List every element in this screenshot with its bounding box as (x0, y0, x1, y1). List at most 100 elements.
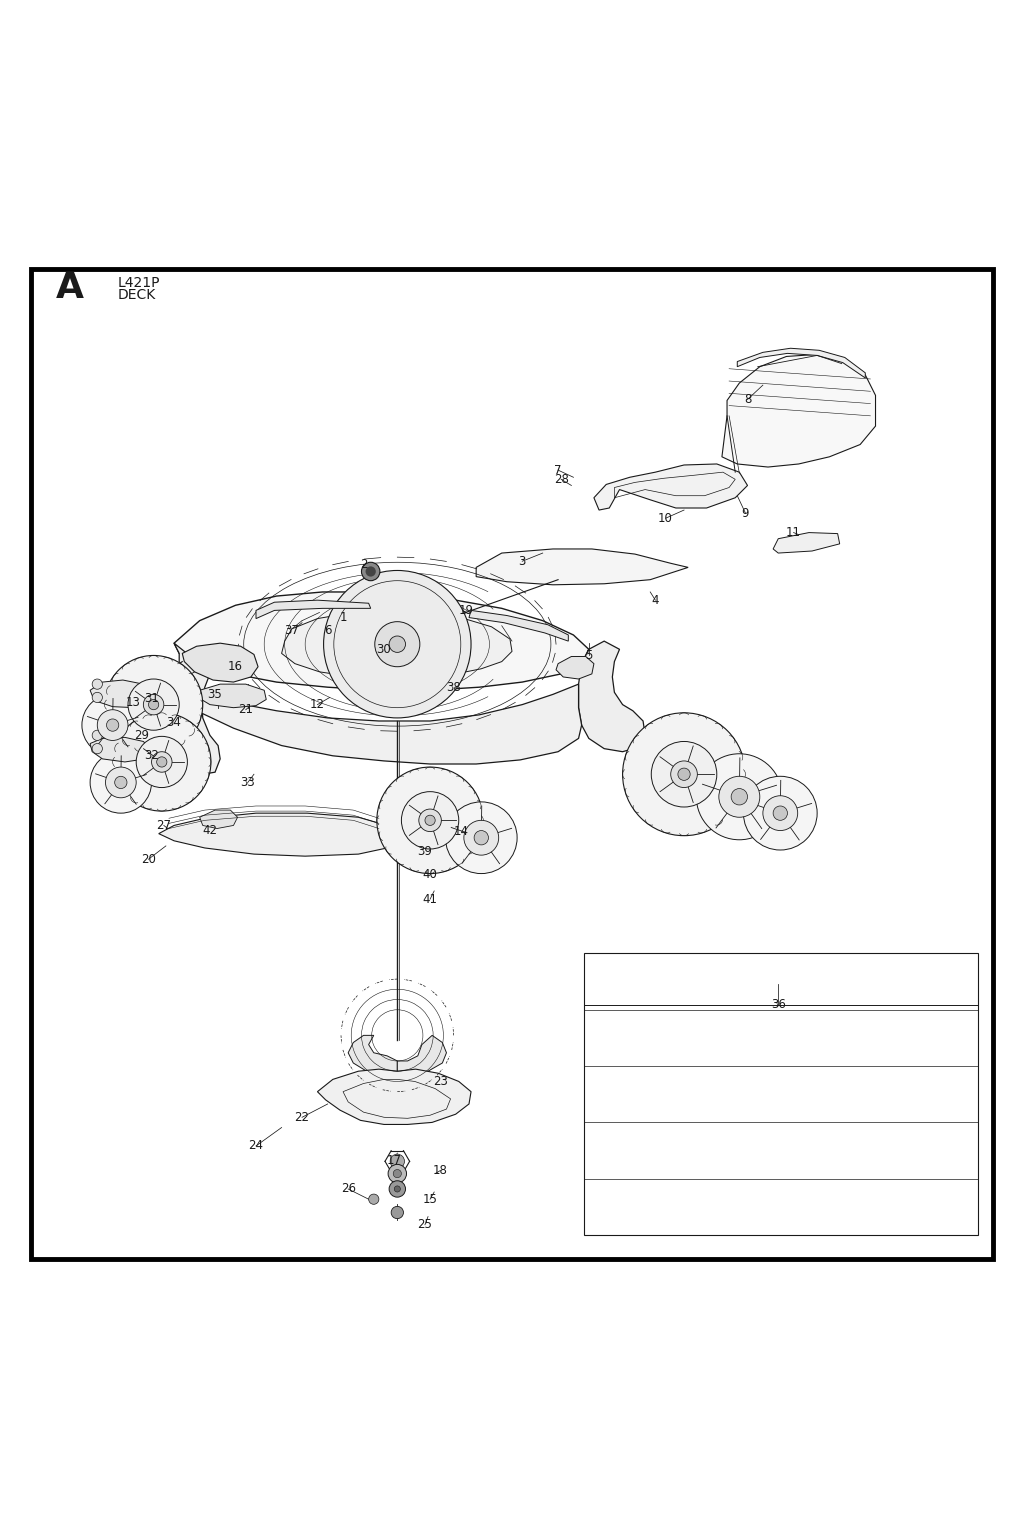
Polygon shape (737, 348, 865, 377)
Circle shape (719, 776, 760, 817)
Text: 9: 9 (741, 507, 750, 520)
Circle shape (105, 767, 136, 798)
Circle shape (389, 1181, 406, 1196)
Polygon shape (200, 810, 238, 828)
Circle shape (388, 1164, 407, 1183)
Text: 37: 37 (285, 625, 299, 637)
Text: 41: 41 (423, 892, 437, 906)
Polygon shape (282, 610, 512, 678)
Circle shape (773, 805, 787, 821)
Circle shape (113, 712, 211, 811)
Polygon shape (773, 533, 840, 553)
Circle shape (92, 678, 102, 689)
Text: 3: 3 (518, 555, 526, 568)
Circle shape (82, 694, 143, 756)
Polygon shape (174, 591, 589, 691)
Text: 30: 30 (377, 643, 391, 656)
Polygon shape (594, 465, 748, 510)
Polygon shape (722, 354, 876, 468)
Polygon shape (90, 738, 152, 762)
Polygon shape (200, 685, 266, 707)
Text: 33: 33 (241, 776, 255, 788)
Text: 23: 23 (433, 1074, 447, 1088)
Text: 1: 1 (339, 611, 347, 623)
Circle shape (136, 736, 187, 787)
Polygon shape (469, 610, 568, 642)
Circle shape (401, 792, 459, 850)
Circle shape (474, 831, 488, 845)
Text: 15: 15 (423, 1193, 437, 1206)
Polygon shape (182, 643, 258, 681)
Circle shape (92, 692, 102, 703)
Circle shape (106, 720, 119, 732)
Circle shape (143, 694, 164, 715)
Text: 27: 27 (157, 819, 171, 831)
Circle shape (696, 753, 782, 840)
Circle shape (763, 796, 798, 831)
Text: 4: 4 (651, 594, 659, 607)
Circle shape (92, 730, 102, 741)
Circle shape (377, 767, 483, 874)
Text: 42: 42 (203, 824, 217, 837)
Circle shape (394, 1186, 400, 1192)
Text: 35: 35 (208, 688, 222, 701)
Text: 31: 31 (144, 692, 159, 704)
Circle shape (152, 752, 172, 772)
Text: 12: 12 (310, 698, 325, 711)
Text: 28: 28 (554, 472, 568, 486)
Polygon shape (556, 657, 594, 678)
Polygon shape (256, 601, 371, 619)
Polygon shape (397, 1036, 446, 1073)
Circle shape (464, 821, 499, 856)
Text: 34: 34 (167, 715, 181, 729)
Text: 18: 18 (433, 1164, 447, 1177)
Text: 14: 14 (454, 825, 468, 837)
Circle shape (324, 570, 471, 718)
Text: 39: 39 (418, 845, 432, 857)
Circle shape (115, 776, 127, 788)
Text: 40: 40 (423, 868, 437, 882)
Circle shape (445, 802, 517, 874)
Circle shape (419, 808, 441, 831)
Text: 5: 5 (585, 649, 593, 662)
Polygon shape (476, 549, 688, 585)
Text: L421P: L421P (118, 275, 161, 290)
Circle shape (375, 622, 420, 666)
Circle shape (92, 744, 102, 753)
Polygon shape (169, 643, 220, 775)
Circle shape (651, 741, 717, 807)
Text: 38: 38 (446, 680, 461, 694)
Text: 17: 17 (387, 1154, 401, 1167)
Circle shape (425, 816, 435, 825)
Polygon shape (90, 680, 154, 707)
Text: 25: 25 (418, 1218, 432, 1232)
Circle shape (731, 788, 748, 805)
Text: 22: 22 (295, 1111, 309, 1123)
Text: 16: 16 (228, 660, 243, 674)
Polygon shape (348, 1036, 397, 1073)
Circle shape (391, 1207, 403, 1219)
Circle shape (393, 1169, 401, 1178)
Text: 2: 2 (359, 558, 368, 571)
Circle shape (90, 752, 152, 813)
Text: 19: 19 (459, 604, 473, 617)
Circle shape (128, 678, 179, 730)
Text: 24: 24 (249, 1140, 263, 1152)
Circle shape (148, 700, 159, 709)
Text: 32: 32 (144, 749, 159, 762)
Text: 29: 29 (134, 729, 148, 741)
Text: 26: 26 (341, 1183, 355, 1195)
Circle shape (389, 636, 406, 652)
Circle shape (366, 567, 376, 576)
Text: DECK: DECK (118, 287, 156, 303)
Text: 11: 11 (786, 526, 801, 539)
Text: 13: 13 (126, 697, 140, 709)
Circle shape (361, 562, 380, 581)
Text: 21: 21 (239, 703, 253, 717)
Text: A: A (55, 270, 84, 306)
Polygon shape (317, 1070, 471, 1125)
Polygon shape (159, 813, 397, 856)
Text: 8: 8 (743, 393, 752, 406)
Text: 20: 20 (141, 853, 156, 866)
Circle shape (743, 776, 817, 850)
